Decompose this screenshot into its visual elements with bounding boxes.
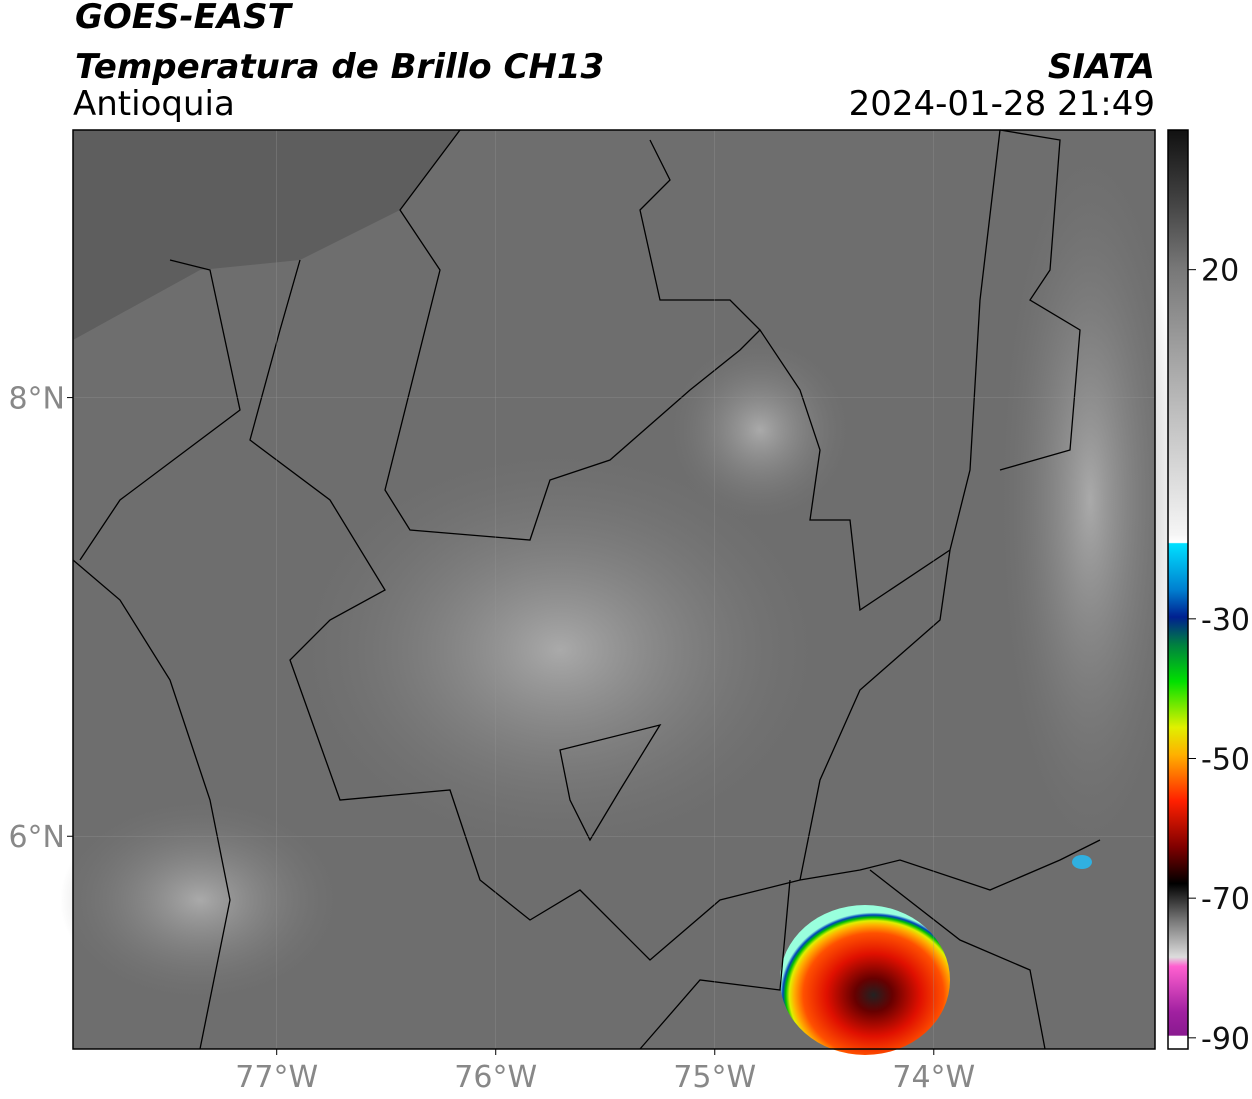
y-tick-label: 8°N	[8, 382, 65, 417]
region: Antioquia	[73, 84, 235, 124]
colorbar-tick-label: -70	[1201, 882, 1250, 917]
x-tick-label: 74°W	[892, 1060, 975, 1095]
map-frame	[72, 129, 1156, 1050]
map	[60, 129, 1180, 1055]
y-tick-label: 6°N	[8, 820, 65, 855]
cloud	[60, 800, 340, 1000]
borders	[72, 129, 1101, 1050]
colorbar-tick-label: 20	[1201, 254, 1239, 289]
colorbar	[1167, 129, 1189, 1050]
title: GOES-EAST	[75, 0, 294, 37]
cloud	[300, 450, 820, 850]
colorbar-tick-label: -90	[1201, 1022, 1250, 1057]
sea	[73, 130, 460, 340]
cloud-top	[1072, 855, 1092, 869]
x-tick-label: 75°W	[673, 1060, 756, 1095]
cloud	[1000, 150, 1180, 850]
datetime: 2024-01-28 21:49	[849, 84, 1155, 124]
cloud	[670, 340, 850, 520]
x-tick-label: 76°W	[454, 1060, 537, 1095]
colorbar-tick-label: -50	[1201, 742, 1250, 777]
source: SIATA	[1048, 47, 1155, 87]
colorbar-tick-label: -30	[1201, 603, 1250, 638]
storm	[780, 905, 950, 1055]
subtitle: Temperatura de Brillo CH13	[75, 47, 604, 87]
x-tick-label: 77°W	[235, 1060, 318, 1095]
